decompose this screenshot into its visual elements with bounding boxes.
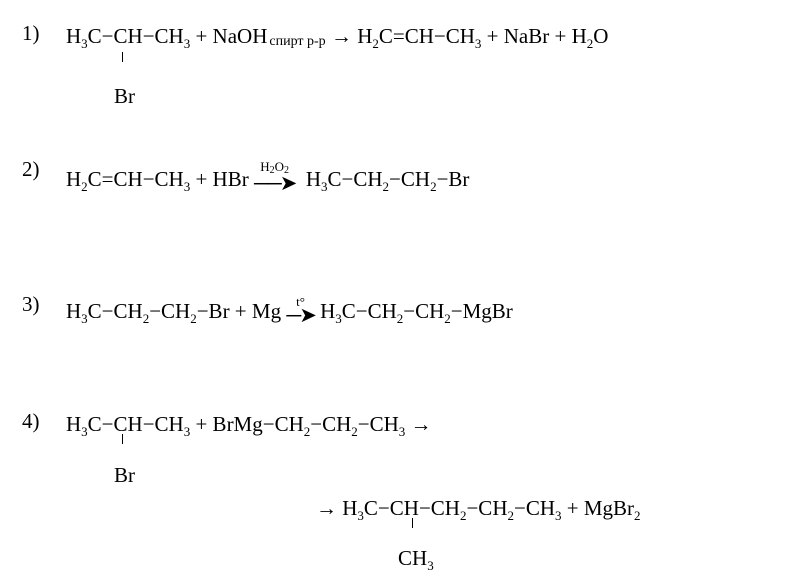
arrow-with-label-3: t°─➤ xyxy=(286,293,314,325)
equation-body-1: H3C−CH−CH3 + NaOHспирт р-р → H2C=CH−CH3 … xyxy=(66,22,608,109)
substituent-text-4b: CH3 xyxy=(398,546,434,570)
substituent-4a: Br xyxy=(66,434,641,487)
arrow-icon: ──➤ xyxy=(254,174,295,193)
lhs-2: H2C=CH−CH3 + HBr xyxy=(66,167,249,191)
equation-number-3: 3) xyxy=(22,293,66,316)
lhs-1: H3C−CH−CH3 + NaOHспирт р-р xyxy=(66,24,326,48)
equation-line-2: H2C=CH−CH3 + HBr H2O2──➤ H3C−CH2−CH2−Br xyxy=(66,158,469,193)
arrow-with-label-2: H2O2──➤ xyxy=(254,158,295,193)
equation-number-4: 4) xyxy=(22,410,66,433)
lhs-3: H3C−CH2−CH2−Br + Mg xyxy=(66,299,281,323)
bond-icon xyxy=(122,434,123,444)
rhs-3: H3C−CH2−CH2−MgBr xyxy=(320,299,513,323)
substituent-1: Br xyxy=(66,52,608,109)
equation-number-2: 2) xyxy=(22,158,66,181)
bond-icon xyxy=(122,52,123,62)
conditions-subscript-1: спирт р-р xyxy=(267,34,325,49)
arrow-label-2: H2O2 xyxy=(254,160,295,176)
equation-body-3: H3C−CH2−CH2−Br + Mg t°─➤ H3C−CH2−CH2−MgB… xyxy=(66,293,513,325)
equation-row-3: 3) H3C−CH2−CH2−Br + Mg t°─➤ H3C−CH2−CH2−… xyxy=(22,293,513,325)
lhs-4: H3C−CH−CH3 + BrMg−CH2−CH2−CH3 → xyxy=(66,412,432,436)
equation-line-1: H3C−CH−CH3 + NaOHспирт р-р → H2C=CH−CH3 … xyxy=(66,22,608,52)
substituent-text-1: Br xyxy=(114,84,135,108)
bond-icon xyxy=(412,518,413,528)
substituent-text-4a: Br xyxy=(114,463,135,487)
equation-body-4: H3C−CH−CH3 + BrMg−CH2−CH2−CH3 → Br → H3C… xyxy=(66,410,641,571)
equation-row-4: 4) H3C−CH−CH3 + BrMg−CH2−CH2−CH3 → Br → … xyxy=(22,410,641,571)
equation-body-2: H2C=CH−CH3 + HBr H2O2──➤ H3C−CH2−CH2−Br xyxy=(66,158,469,193)
equation-line-3: H3C−CH2−CH2−Br + Mg t°─➤ H3C−CH2−CH2−MgB… xyxy=(66,293,513,325)
rhs-2: H3C−CH2−CH2−Br xyxy=(306,167,470,191)
equation-row-1: 1) H3C−CH−CH3 + NaOHспирт р-р → H2C=CH−C… xyxy=(22,22,608,109)
arrow-1: → xyxy=(331,24,352,48)
equation-number-1: 1) xyxy=(22,22,66,45)
equation-row-2: 2) H2C=CH−CH3 + HBr H2O2──➤ H3C−CH2−CH2−… xyxy=(22,158,469,193)
rhs-4: → H3C−CH−CH2−CH2−CH3 + MgBr2 xyxy=(316,496,641,520)
rhs-1: H2C=CH−CH3 + NaBr + H2O xyxy=(357,24,608,48)
substituent-4b: CH3 xyxy=(66,518,641,571)
arrow-label-3: t° xyxy=(286,295,314,308)
page: 1) H3C−CH−CH3 + NaOHспирт р-р → H2C=CH−C… xyxy=(0,0,804,541)
